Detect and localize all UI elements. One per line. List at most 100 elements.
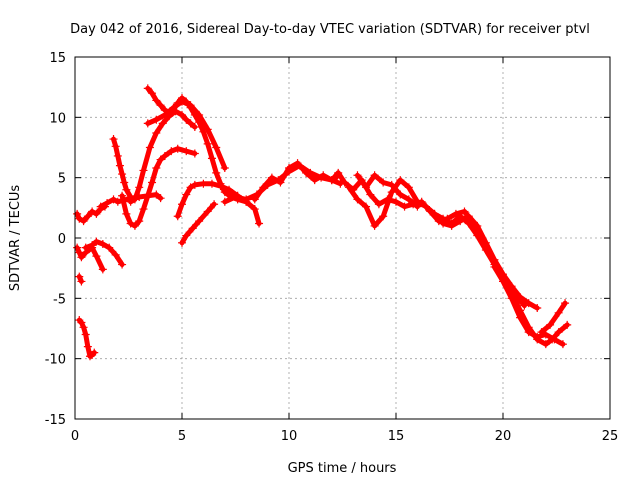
data-point xyxy=(186,101,195,110)
data-point xyxy=(156,194,165,203)
data-point xyxy=(152,115,161,124)
data-series xyxy=(73,84,572,361)
y-tick-label: -10 xyxy=(45,353,66,368)
data-point xyxy=(169,103,178,112)
data-point xyxy=(327,176,336,185)
y-tick-label: 10 xyxy=(49,111,66,126)
data-point xyxy=(160,110,169,119)
data-point xyxy=(242,195,251,204)
data-point xyxy=(276,178,285,187)
data-point xyxy=(135,183,144,192)
series-arc-4 xyxy=(75,272,86,286)
data-point xyxy=(207,154,216,163)
data-point xyxy=(158,119,167,128)
data-point xyxy=(190,122,199,131)
data-point xyxy=(113,197,122,206)
data-point xyxy=(195,217,204,226)
data-point xyxy=(259,183,268,192)
data-point xyxy=(73,209,82,218)
series-arc-2 xyxy=(73,243,107,274)
series-line xyxy=(355,172,420,210)
data-point xyxy=(88,241,97,250)
data-point xyxy=(319,171,328,180)
data-point xyxy=(255,219,264,228)
data-point xyxy=(96,202,105,211)
data-point xyxy=(344,183,353,192)
data-point xyxy=(293,159,302,168)
data-point xyxy=(139,205,148,214)
data-point xyxy=(460,207,469,216)
data-point xyxy=(156,101,165,110)
data-point xyxy=(105,243,114,252)
series-line xyxy=(329,170,527,309)
y-tick-label: 15 xyxy=(49,51,66,66)
data-point xyxy=(212,168,221,177)
data-point xyxy=(464,219,473,228)
data-point xyxy=(302,168,311,177)
data-point xyxy=(130,195,139,204)
data-point xyxy=(118,170,127,179)
data-point xyxy=(126,219,135,228)
data-point xyxy=(516,313,525,322)
data-point xyxy=(118,260,127,269)
data-point xyxy=(98,240,107,249)
data-point xyxy=(451,209,460,218)
data-point xyxy=(310,176,319,185)
series-arc-18 xyxy=(353,171,422,211)
data-point xyxy=(516,293,525,302)
data-point xyxy=(404,183,413,192)
data-point xyxy=(143,84,152,93)
data-point xyxy=(225,185,234,194)
data-point xyxy=(79,217,88,226)
data-point xyxy=(122,185,131,194)
data-point xyxy=(152,129,161,138)
data-point xyxy=(400,202,409,211)
data-point xyxy=(353,171,362,180)
data-point xyxy=(143,191,152,200)
x-tick-label: 5 xyxy=(178,429,186,444)
data-point xyxy=(160,151,169,160)
data-point xyxy=(546,320,555,329)
y-axis-label: SDTVAR / TECUs xyxy=(8,185,23,292)
data-point xyxy=(524,299,533,308)
series-line xyxy=(539,300,568,335)
data-point xyxy=(370,171,379,180)
y-tick-label: -15 xyxy=(45,413,66,428)
data-point xyxy=(75,272,84,281)
data-point xyxy=(126,197,135,206)
data-point xyxy=(456,212,465,221)
data-point xyxy=(499,277,507,286)
data-point xyxy=(92,237,101,246)
x-tick-label: 15 xyxy=(388,429,405,444)
data-point xyxy=(92,209,101,218)
data-point xyxy=(83,212,92,221)
x-axis-label: GPS time / hours xyxy=(288,461,397,476)
data-point xyxy=(186,119,195,128)
data-point xyxy=(152,164,161,173)
series-arc-11 xyxy=(143,97,229,173)
data-point xyxy=(524,328,533,337)
data-point xyxy=(77,277,86,286)
data-point xyxy=(98,265,107,274)
data-point xyxy=(267,173,276,182)
data-point xyxy=(537,328,546,337)
series-arc-16 xyxy=(327,168,529,310)
series-line xyxy=(119,146,198,229)
chart-title: Day 042 of 2016, Sidereal Day-to-day VTE… xyxy=(70,22,590,37)
data-point xyxy=(178,110,186,119)
data-point xyxy=(109,135,118,144)
series-arc-5 xyxy=(75,316,99,361)
data-point xyxy=(533,332,542,341)
data-point xyxy=(199,127,208,136)
data-point xyxy=(554,328,563,337)
data-point xyxy=(109,195,118,204)
data-point xyxy=(186,183,195,192)
x-tick-label: 10 xyxy=(281,429,298,444)
x-tick-label: 20 xyxy=(495,429,512,444)
data-point xyxy=(250,195,259,204)
data-point xyxy=(152,190,161,199)
data-point xyxy=(178,238,186,247)
data-point xyxy=(92,252,101,261)
data-point xyxy=(285,164,293,173)
data-point xyxy=(182,115,191,124)
